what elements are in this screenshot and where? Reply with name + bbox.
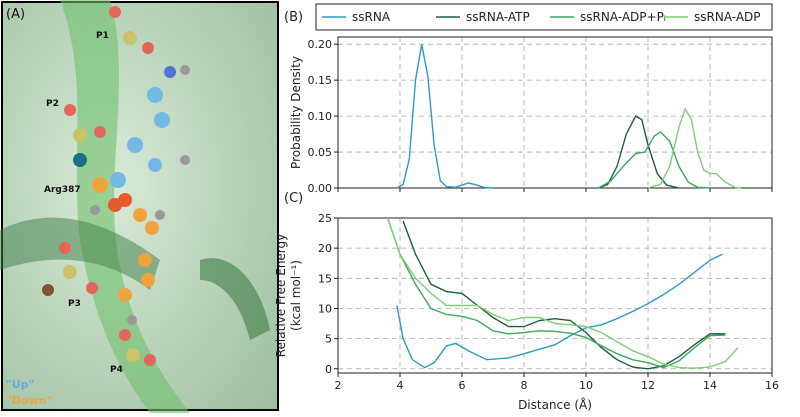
series-line [598,130,711,189]
y-axis-label: Relative Free Energy [274,234,288,358]
protein-ribbon [200,258,270,340]
x-tick-label: 4 [397,379,404,392]
x-tick-label: 14 [703,379,717,392]
series-line [402,220,726,370]
y-tick-label: 20 [318,242,332,255]
x-tick-label: 12 [641,379,655,392]
y-axis-label: (kcal mol⁻¹) [289,260,303,331]
x-tick-label: 6 [459,379,466,392]
x-tick-label: 16 [765,379,779,392]
annotation: P4 [110,365,123,375]
x-axis-label: Distance (Å) [518,397,592,412]
series-line [386,217,739,369]
annotation: P2 [46,99,59,109]
state-label: "Down" [6,394,52,407]
panel-label: (B) [284,10,303,25]
legend-label: ssRNA-ADP+Pᵢ [580,10,666,24]
plot-frame [337,36,773,189]
legend-label: ssRNA-ATP [466,10,530,24]
y-axis-label: Probability Density [289,56,303,169]
annotation: P1 [96,31,109,41]
legend-label: ssRNA [352,10,391,24]
panel-label: (C) [284,191,303,206]
atoms [42,6,190,366]
x-tick-label: 2 [335,379,342,392]
series-line [396,44,494,189]
plot-frame [337,217,773,374]
y-tick-label: 10 [318,302,332,315]
y-tick-label: 0.10 [308,110,333,123]
annotation: P3 [68,299,81,309]
series-line [598,115,680,189]
series-line [396,253,723,369]
y-tick-label: 25 [318,212,332,225]
state-label: "Up" [6,378,34,391]
annotation: Arg387 [44,185,81,195]
y-tick-label: 0.20 [308,38,333,51]
rna-backbone [60,0,190,413]
x-tick-label: 10 [579,379,593,392]
series-line [386,217,726,369]
y-tick-label: 0.05 [308,146,333,159]
x-tick-label: 8 [521,379,528,392]
protein-ribbon [0,217,160,290]
y-tick-label: 0.00 [308,182,333,195]
legend-box [315,3,773,31]
y-tick-label: 0 [325,363,332,376]
series-line [647,107,742,189]
panel-a: (A) P1 P2 Arg387 P3 P4 "Up" "Down" [0,0,279,413]
y-tick-label: 15 [318,272,332,285]
legend-label: ssRNA-ADP [694,10,761,24]
y-tick-label: 5 [325,333,332,346]
y-tick-label: 0.15 [308,74,333,87]
panel-label: (A) [6,7,25,22]
